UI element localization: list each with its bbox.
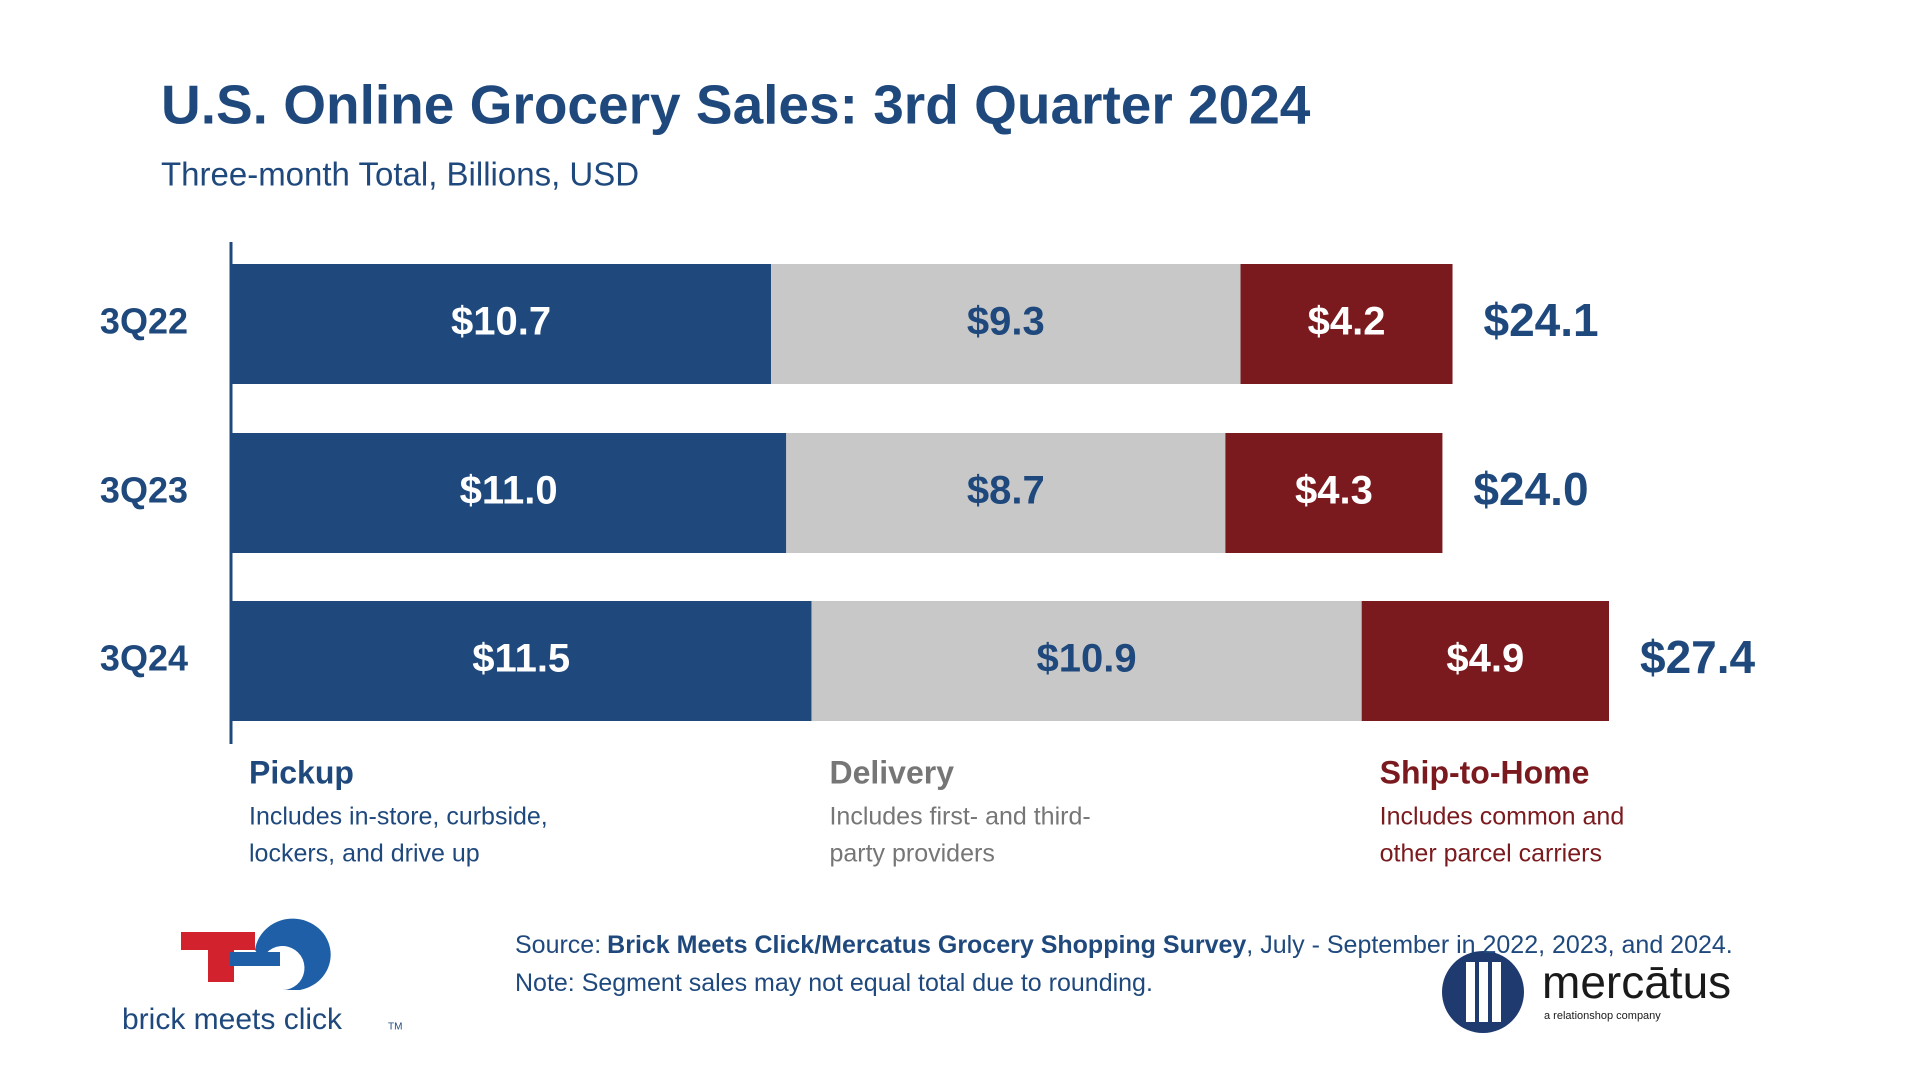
legend-name: Pickup [249, 754, 354, 790]
bar-label: $9.3 [967, 300, 1045, 344]
bar-segment [1240, 264, 1453, 384]
bar-segment [811, 601, 1362, 721]
logo-left: brick meets click TM [122, 918, 402, 1036]
bar-segment [231, 264, 772, 384]
bar-label: $10.7 [451, 300, 551, 344]
legend-name: Ship-to-Home [1380, 754, 1590, 790]
logo-right-tagline: a relationshop company [1544, 1010, 1661, 1022]
y-tick-label: 3Q23 [100, 470, 188, 511]
chart-title: U.S. Online Grocery Sales: 3rd Quarter 2… [161, 74, 1311, 136]
bar-segment [231, 601, 812, 721]
bar-segment [786, 433, 1226, 553]
bar-segment [231, 433, 787, 553]
bar-label: $8.7 [967, 469, 1045, 513]
bar-label: $10.9 [1037, 637, 1137, 681]
total-label: $24.0 [1473, 463, 1588, 515]
source-note: Source: Brick Meets Click/Mercatus Grocer… [515, 926, 1733, 1002]
bar-segment [1225, 433, 1443, 553]
legend-description: Includes in-store, curbside, [249, 803, 548, 831]
y-tick-label: 3Q22 [100, 301, 188, 342]
logo-left-text: brick meets click [122, 1003, 343, 1036]
legend-name: Delivery [829, 754, 954, 790]
bar-segment [771, 264, 1241, 384]
legend-description: Includes common and [1380, 803, 1625, 831]
legend-description: other parcel carriers [1380, 840, 1602, 868]
bar-segment [1361, 601, 1609, 721]
source-name: Brick Meets Click/Mercatus Grocery Shopp… [607, 931, 1247, 959]
logo-right-text: mercātus [1542, 956, 1731, 1008]
logo-right: mercātus a relationshop company [1442, 951, 1731, 1033]
chart-subtitle: Three-month Total, Billions, USD [161, 156, 639, 193]
legend-description: lockers, and drive up [249, 840, 480, 868]
bar-label: $4.2 [1308, 300, 1386, 344]
bar-label: $11.0 [460, 469, 558, 513]
note: Note: Segment sales may not equal total … [515, 969, 1153, 997]
total-label: $27.4 [1640, 631, 1756, 683]
source-line: Source: Brick Meets Click/Mercatus Grocer… [515, 926, 1733, 964]
legend-description: party providers [829, 840, 994, 868]
logo-left-mark: TM [388, 1022, 402, 1033]
bar-label: $4.9 [1446, 637, 1524, 681]
source-label: Source: [515, 931, 602, 959]
legend-description: Includes first- and third- [829, 803, 1090, 831]
total-label: $24.1 [1484, 294, 1599, 346]
source-text: , July - September in 2022, 2023, and 20… [1246, 931, 1733, 959]
bar-label: $4.3 [1295, 469, 1373, 513]
bar-label: $11.5 [472, 637, 570, 681]
y-tick-label: 3Q24 [100, 638, 188, 679]
